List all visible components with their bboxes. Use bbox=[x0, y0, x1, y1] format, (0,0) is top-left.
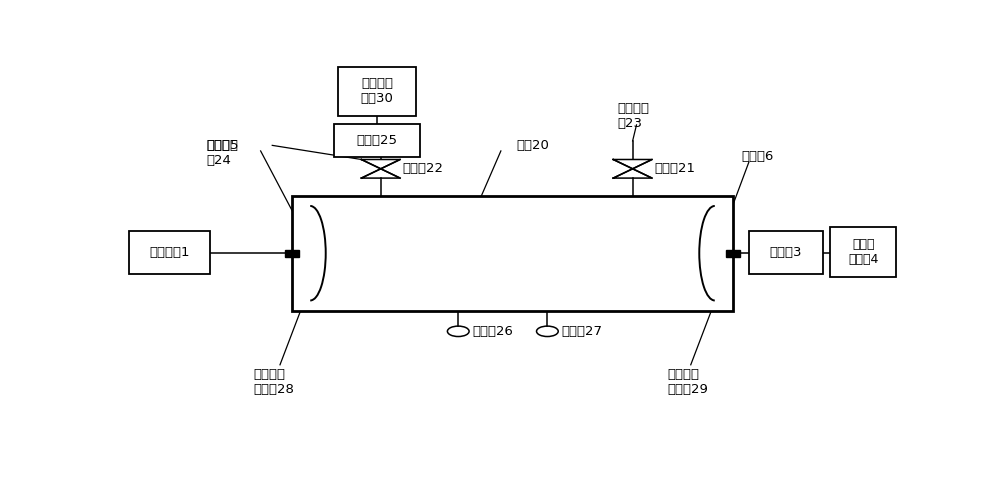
Bar bbox=[338, 67, 416, 115]
Bar bbox=[129, 231, 210, 274]
Bar bbox=[726, 250, 740, 256]
Text: 温度表27: 温度表27 bbox=[561, 325, 602, 338]
Bar bbox=[292, 196, 733, 311]
Text: 进气口21: 进气口21 bbox=[654, 162, 695, 175]
Text: 出气口22: 出气口22 bbox=[402, 162, 443, 175]
Bar bbox=[285, 250, 299, 256]
Text: 数据处
理装置4: 数据处 理装置4 bbox=[848, 238, 878, 266]
Text: 准直镜5: 准直镜5 bbox=[206, 139, 239, 152]
Text: 第二控制
阀24: 第二控制 阀24 bbox=[206, 139, 238, 167]
Bar bbox=[830, 227, 896, 277]
Text: 聚焦镜6: 聚焦镜6 bbox=[741, 150, 774, 163]
Text: 紫外光源1: 紫外光源1 bbox=[149, 246, 190, 259]
Text: 第一凹型
反射镜28: 第一凹型 反射镜28 bbox=[253, 368, 294, 396]
Text: 光谱仪3: 光谱仪3 bbox=[769, 246, 802, 259]
Bar bbox=[334, 124, 420, 156]
Text: 真空泵25: 真空泵25 bbox=[356, 134, 397, 147]
Text: 尾气处理
装置30: 尾气处理 装置30 bbox=[360, 77, 393, 105]
Text: 压力表26: 压力表26 bbox=[472, 325, 513, 338]
Text: 第二凹型
反射镜29: 第二凹型 反射镜29 bbox=[668, 368, 708, 396]
Text: 壳体20: 壳体20 bbox=[516, 139, 549, 152]
Bar bbox=[749, 231, 822, 274]
Text: 第一控制
阀23: 第一控制 阀23 bbox=[617, 101, 649, 129]
